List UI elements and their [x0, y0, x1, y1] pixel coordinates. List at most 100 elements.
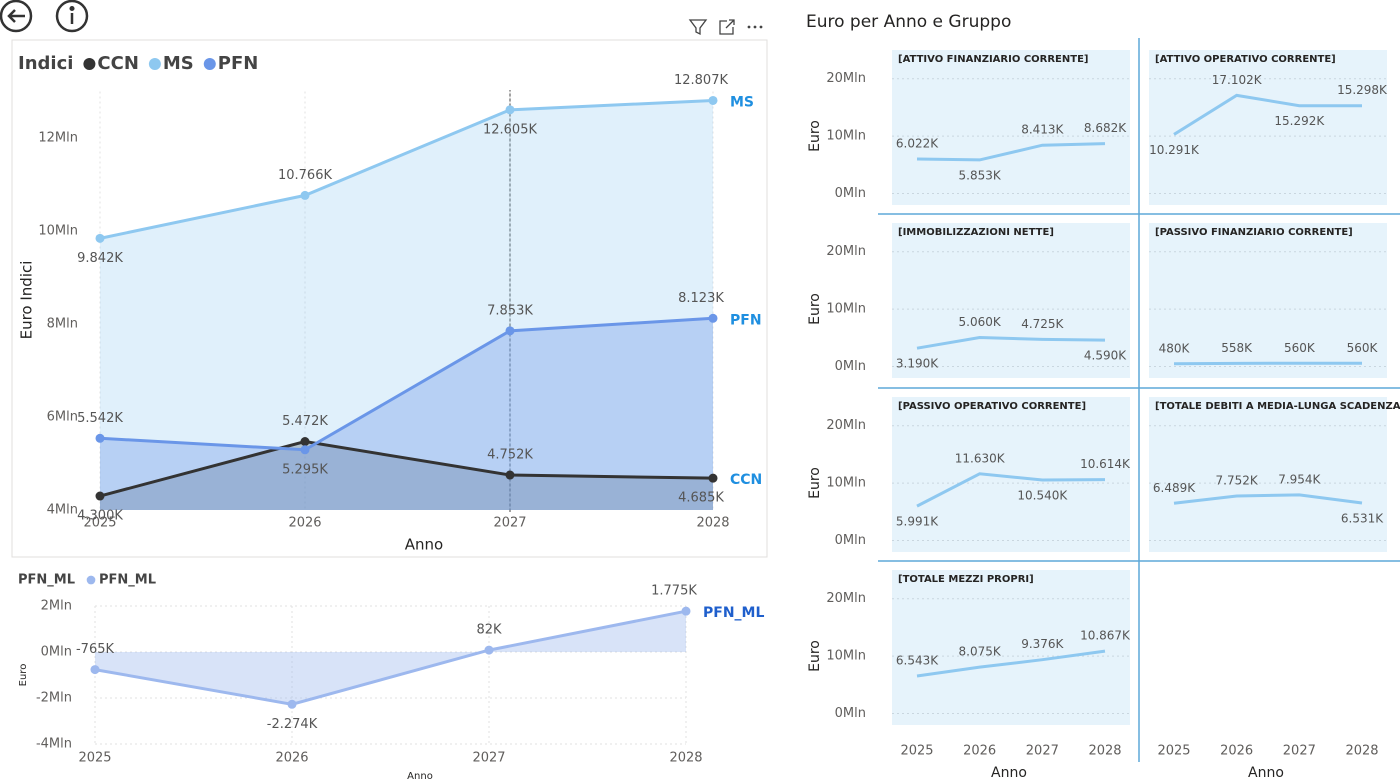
x-tick-label: 2028 [1345, 744, 1378, 759]
data-label: 6.489K [1153, 481, 1196, 495]
info-button[interactable] [55, 0, 89, 33]
y-tick-label: 0Mln [41, 645, 72, 660]
back-button[interactable] [0, 0, 33, 33]
data-point [95, 433, 105, 443]
legend-title: PFN_ML [18, 573, 75, 588]
data-label: 10.614K [1080, 457, 1131, 471]
y-tick-label: 4Mln [47, 503, 78, 518]
x-tick-label: 2026 [288, 516, 321, 531]
line [1173, 493, 1363, 505]
data-label: 3.190K [896, 357, 939, 371]
area [100, 100, 713, 511]
x-tick-label: 2025 [83, 516, 116, 531]
data-label: 10.291K [1149, 143, 1200, 157]
data-label: 5.295K [282, 462, 328, 477]
data-label: 8.075K [959, 645, 1002, 659]
panel-background [892, 570, 1130, 725]
data-label: 560K [1347, 341, 1379, 355]
x-tick-label: 2027 [472, 751, 505, 766]
panel-background [892, 223, 1130, 378]
data-label: 480K [1159, 341, 1191, 355]
legend-label: CCN [97, 53, 138, 74]
data-point [95, 233, 105, 243]
data-label: 5.853K [959, 168, 1002, 182]
data-label: 1.775K [651, 584, 697, 599]
y-tick-label: 20Mln [826, 591, 866, 606]
x-tick-label: 2026 [963, 744, 996, 759]
line [99, 98, 714, 240]
line [916, 335, 1106, 350]
line [99, 440, 714, 498]
y-tick-label: 0Mln [835, 533, 866, 548]
x-tick-label: 2027 [493, 516, 526, 531]
legend-marker [86, 575, 96, 585]
data-point [300, 190, 310, 200]
y-tick-label: 20Mln [826, 244, 866, 259]
data-point [681, 606, 691, 616]
x-axis-label: Anno [991, 765, 1027, 781]
series-end-label: PFN_ML [703, 605, 764, 621]
panel-background [892, 50, 1130, 205]
y-tick-label: 12Mln [38, 131, 78, 146]
data-label: 4.300K [77, 509, 123, 524]
y-tick-label: 10Mln [826, 649, 866, 664]
data-label: 8.682K [1084, 121, 1127, 135]
focus-mode-icon[interactable] [719, 19, 735, 35]
y-tick-label: 10Mln [38, 224, 78, 239]
data-label: 5.472K [282, 414, 328, 429]
data-label: 9.376K [1021, 637, 1064, 651]
data-label: 5.060K [959, 315, 1002, 329]
data-point [300, 437, 310, 447]
more-options-icon[interactable] [747, 25, 763, 29]
filter-icon[interactable] [688, 19, 708, 36]
line [94, 609, 687, 706]
y-axis-label: Euro [807, 467, 823, 499]
data-point [708, 473, 718, 483]
data-label: 9.842K [77, 251, 123, 266]
area [100, 441, 713, 510]
data-point [505, 105, 515, 115]
data-label: 4.590K [1084, 349, 1127, 363]
data-point [708, 95, 718, 105]
data-point [505, 326, 515, 336]
x-tick-label: 2026 [275, 751, 308, 766]
data-point [287, 699, 297, 709]
y-tick-label: 6Mln [47, 410, 78, 425]
y-tick-label: -4Mln [36, 737, 72, 752]
data-label: 4.685K [678, 491, 724, 506]
panel-title: [IMMOBILIZZAZIONI NETTE] [898, 227, 1054, 238]
chart-title: Euro per Anno e Gruppo [806, 12, 1011, 32]
panel-background [892, 397, 1130, 552]
panel-title: [ATTIVO OPERATIVO CORRENTE] [1155, 54, 1336, 65]
data-label: 6.531K [1341, 512, 1384, 526]
y-tick-label: 8Mln [47, 317, 78, 332]
panel-title: [PASSIVO FINANZIARIO CORRENTE] [1155, 227, 1353, 238]
line [916, 142, 1106, 162]
data-label: 12.807K [674, 73, 728, 88]
data-label: 558K [1221, 341, 1253, 355]
x-tick-label: 2028 [669, 751, 702, 766]
data-label: 7.954K [1278, 472, 1321, 486]
legend-label: PFN_ML [99, 573, 156, 588]
data-label: -2.274K [267, 717, 318, 732]
data-label: 15.292K [1274, 114, 1325, 128]
panel-background [1149, 223, 1387, 378]
panel-title: [PASSIVO OPERATIVO CORRENTE] [898, 401, 1086, 412]
series-end-label: PFN [730, 312, 762, 328]
legend-label: MS [163, 53, 194, 74]
data-label: 6.543K [896, 653, 939, 667]
data-label: 8.413K [1021, 123, 1064, 137]
panel-title: [TOTALE DEBITI A MEDIA-LUNGA SCADENZA] [1155, 401, 1400, 412]
x-tick-label: 2025 [1157, 744, 1190, 759]
legend-marker [203, 58, 216, 70]
x-axis-label: Anno [405, 536, 443, 554]
data-label: 10.540K [1017, 489, 1068, 503]
y-axis-label: Euro [807, 640, 823, 672]
data-label: 10.766K [278, 168, 332, 183]
area [95, 611, 686, 705]
y-tick-label: 0Mln [835, 359, 866, 374]
x-tick-label: 2027 [1283, 744, 1316, 759]
series-end-label: MS [730, 94, 754, 110]
y-tick-label: -2Mln [36, 691, 72, 706]
